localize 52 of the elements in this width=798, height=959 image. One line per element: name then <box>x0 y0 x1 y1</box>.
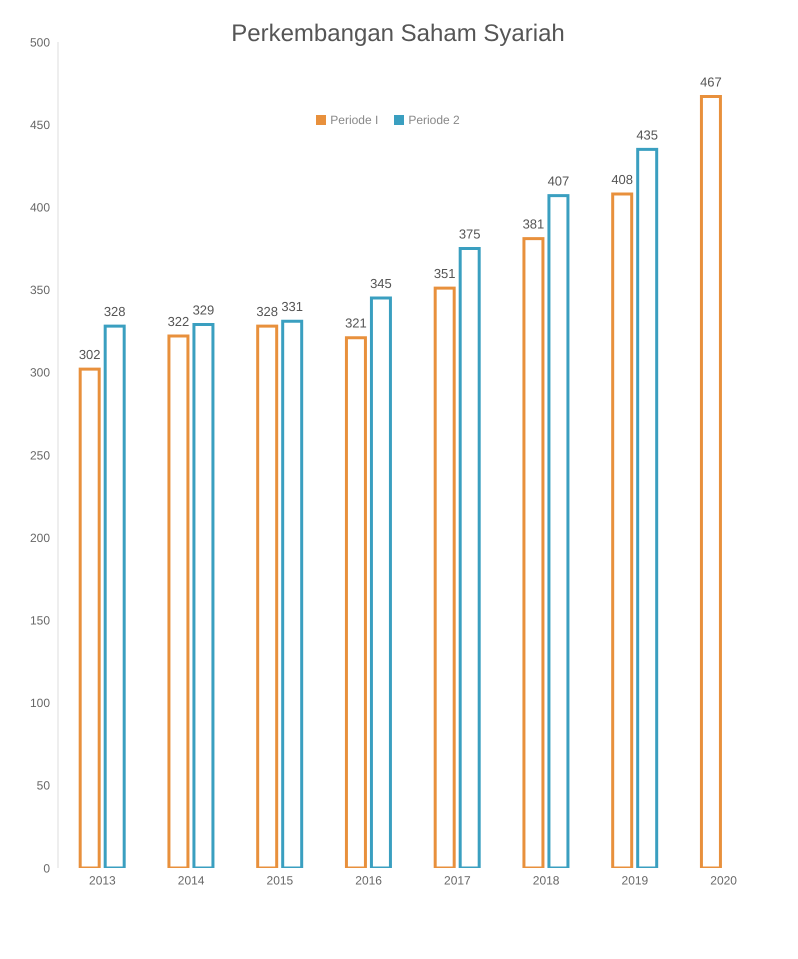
bar <box>611 192 634 868</box>
data-label: 435 <box>636 127 658 142</box>
y-tick-label: 450 <box>30 118 50 132</box>
data-label: 407 <box>548 174 570 189</box>
bar <box>344 336 367 868</box>
y-tick-label: 100 <box>30 696 50 710</box>
y-tick-label: 500 <box>30 35 50 50</box>
legend-label: Periode I <box>330 113 378 127</box>
bar <box>434 286 456 868</box>
bar <box>104 324 126 868</box>
bar <box>256 324 278 868</box>
bar <box>370 296 392 868</box>
bar <box>78 368 101 868</box>
bar <box>636 148 658 868</box>
data-label: 328 <box>104 304 126 320</box>
x-tick-label: 2018 <box>532 874 560 888</box>
y-tick-label: 350 <box>30 283 50 298</box>
chart-title: Perkembangan Saham Syariah <box>231 20 565 47</box>
x-tick-label: 2020 <box>710 874 738 888</box>
data-label: 331 <box>281 299 304 314</box>
y-tick-label: 250 <box>30 448 50 462</box>
y-tick-label: 400 <box>30 200 50 214</box>
y-tick-label: 50 <box>36 778 50 793</box>
data-label: 381 <box>522 216 544 232</box>
y-tick-label: 200 <box>30 530 50 545</box>
data-label: 467 <box>700 74 722 90</box>
y-tick-label: 0 <box>43 861 50 876</box>
bar <box>192 322 214 868</box>
x-tick-label: 2019 <box>622 874 649 888</box>
x-tick-label: 2017 <box>444 874 472 888</box>
data-label: 322 <box>168 314 190 330</box>
x-tick-label: 2013 <box>89 874 116 888</box>
data-label: 345 <box>370 276 392 292</box>
data-label: 321 <box>345 316 367 331</box>
bar <box>281 320 304 868</box>
data-label: 328 <box>256 304 278 320</box>
data-label: 351 <box>434 266 456 282</box>
bar <box>167 334 190 868</box>
data-label: 302 <box>78 347 101 362</box>
legend-label: Periode 2 <box>408 113 460 127</box>
data-label: 329 <box>192 302 214 318</box>
bar <box>458 247 481 868</box>
x-tick-label: 2014 <box>178 874 205 888</box>
bar <box>700 95 722 868</box>
y-tick-label: 150 <box>30 613 50 628</box>
x-tick-label: 2016 <box>355 874 382 888</box>
x-tick-label: 2015 <box>266 874 294 888</box>
bar <box>547 194 570 868</box>
data-label: 408 <box>611 172 634 187</box>
bar <box>522 237 544 868</box>
y-tick-label: 300 <box>30 366 50 380</box>
data-label: 375 <box>458 226 481 242</box>
